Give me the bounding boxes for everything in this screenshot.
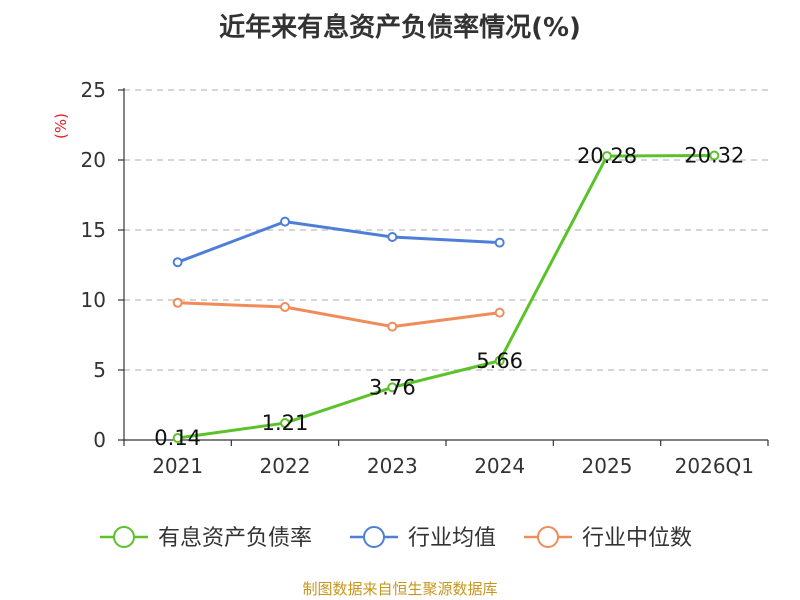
data-label-2026Q1: 20.32: [684, 144, 744, 168]
series-layer: [172, 150, 720, 444]
gridlines: [124, 89, 768, 371]
legend-label-2: 行业中位数: [582, 526, 692, 551]
point-2-2022: [280, 302, 290, 312]
legend-marker-2: [537, 526, 559, 548]
legend-marker-0: [113, 526, 135, 548]
data-label-2024: 5.66: [476, 349, 523, 373]
point-1-2023: [387, 232, 398, 242]
legend: 有息资产负债率 行业均值 行业中位数: [100, 526, 692, 551]
x-tick-label-2021: 2021: [152, 454, 203, 478]
x-tick-label-2024: 2024: [474, 454, 525, 478]
point-0-2023: [387, 382, 398, 393]
point-2-2021: [172, 297, 183, 308]
y-tick-label-5: 5: [93, 358, 106, 382]
data-label-2023: 3.76: [369, 375, 416, 399]
y-tick-label-15: 15: [81, 218, 106, 242]
y-tick-label-0: 0: [93, 428, 106, 452]
x-tick-label-2023: 2023: [367, 454, 418, 478]
point-1-2021: [172, 257, 183, 268]
legend-label-1: 行业均值: [408, 526, 496, 551]
x-tick-label-2022: 2022: [260, 454, 311, 478]
chart-title: 近年来有息资产负债率情况(%): [219, 12, 581, 43]
source-note: 制图数据来自恒生聚源数据库: [302, 580, 497, 598]
data-label-2021: 0.14: [154, 426, 201, 450]
legend-marker-1: [363, 526, 385, 548]
data-label-2022: 1.21: [262, 411, 309, 435]
y-tick-label-25: 25: [81, 78, 106, 102]
point-1-2024: [494, 237, 505, 248]
data-label-2025: 20.28: [577, 144, 637, 168]
point-2-2023: [387, 321, 398, 332]
point-2-2024: [494, 307, 505, 318]
series-line-1: [177, 220, 500, 264]
series-line-0: [177, 154, 715, 440]
y-tick-label-20: 20: [81, 148, 106, 172]
series-line-2: [177, 301, 500, 329]
x-tick-label-2026Q1: 2026Q1: [675, 454, 754, 478]
x-tick-label-2025: 2025: [582, 454, 633, 478]
point-0-2021: [172, 433, 183, 444]
point-0-2022: [280, 418, 290, 429]
point-0-2024: [494, 355, 505, 366]
point-0-2026Q1: [709, 150, 720, 161]
point-0-2025: [602, 151, 612, 162]
y-axis-label: (%): [52, 113, 70, 139]
y-tick-label-10: 10: [81, 288, 106, 312]
legend-label-0: 有息资产负债率: [158, 526, 312, 551]
data-labels: 0.14 1.21 3.76 5.66 20.28 20.32: [154, 144, 744, 451]
point-1-2022: [280, 216, 290, 227]
